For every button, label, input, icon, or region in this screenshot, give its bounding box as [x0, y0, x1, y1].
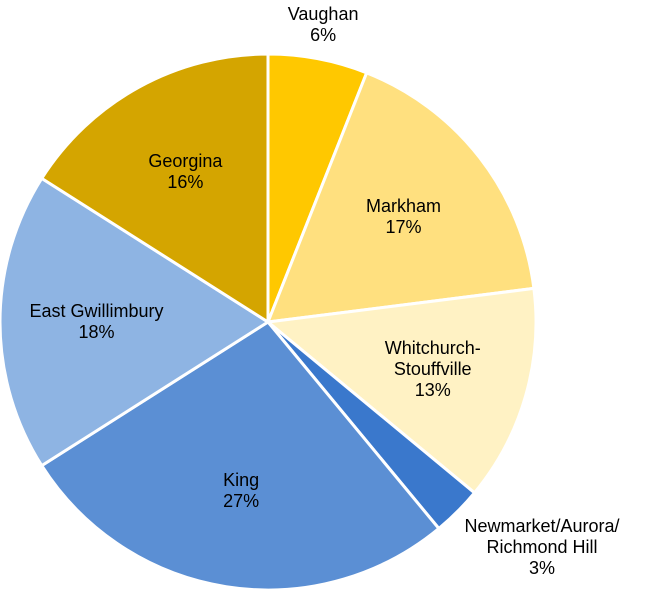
slice-label: Markham 17%: [366, 196, 441, 238]
category-name: Markham: [366, 195, 442, 216]
value-label: 27%: [223, 491, 260, 512]
pie-slice: [40, 52, 270, 324]
slice-label: King 27%: [223, 470, 259, 512]
value-label: 17%: [385, 216, 422, 237]
pie-slice: [0, 176, 270, 468]
category-name: King: [223, 470, 260, 491]
category-name: Vaughan: [287, 4, 359, 25]
slice-label: Whitchurch- Stouffville 13%: [385, 338, 481, 401]
category-name: East Gwillimbury: [29, 301, 164, 321]
slice-label: East Gwillimbury 18%: [29, 301, 163, 343]
category-name: Georgina: [148, 150, 223, 171]
category-name: Whitchurch- Stouffville: [384, 338, 481, 380]
value-label: 3%: [528, 558, 555, 579]
slice-label: Newmarket/Aurora/ Richmond Hill 3%: [464, 516, 619, 579]
slice-label: Georgina 16%: [148, 151, 222, 193]
value-label: 6%: [310, 25, 337, 46]
pie-slice: [266, 286, 538, 495]
category-name: Newmarket/Aurora/ Richmond Hill: [464, 516, 620, 558]
value-label: 18%: [78, 322, 115, 342]
slice-label: Vaughan 6%: [288, 4, 359, 46]
value-label: 16%: [167, 171, 204, 192]
pie-slice: [40, 320, 441, 592]
value-label: 13%: [414, 380, 451, 401]
pie-slice: [266, 71, 536, 324]
